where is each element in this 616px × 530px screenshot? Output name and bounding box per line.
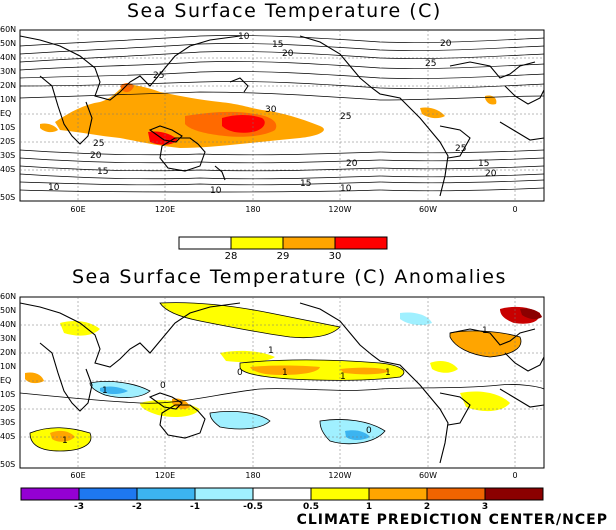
lat-label: 50N xyxy=(0,39,17,48)
anomaly-colorbar-label: -0.5 xyxy=(243,502,263,512)
anomaly-map: 1 1 1 1 0 1 0 1 0 1 xyxy=(19,296,545,469)
sst-contour-label: 20 xyxy=(485,169,497,179)
lat-label: 40S xyxy=(0,432,16,441)
lat-label: 40S xyxy=(0,165,16,174)
lon-label: 120E xyxy=(154,471,176,480)
lon-label: 120E xyxy=(154,205,176,214)
anomaly-colorbar-label: -3 xyxy=(74,502,84,512)
lat-label: 60N xyxy=(0,292,17,301)
anom-contour-label: 1 xyxy=(340,372,346,382)
lat-label: 30S xyxy=(0,418,16,427)
anomaly-colorbar-label: 1 xyxy=(365,502,373,512)
sst-contour-label: 25 xyxy=(153,71,164,81)
sst-map: 10 15 20 25 30 25 20 15 10 25 20 15 20 2… xyxy=(19,29,545,202)
sst-contour-label: 10 xyxy=(238,32,250,42)
sst-colorbar-label: 30 xyxy=(328,251,342,262)
lat-label: 10N xyxy=(0,95,17,104)
anom-contour-label: 1 xyxy=(268,346,274,356)
sst-contour-label: 15 xyxy=(300,179,311,189)
lat-label: 50S xyxy=(0,460,16,469)
lat-label: 30N xyxy=(0,334,17,343)
sst-contour-label: 20 xyxy=(346,159,358,169)
anom-contour-label: 1 xyxy=(102,386,108,396)
lat-label: 50N xyxy=(0,306,17,315)
lat-label: 50S xyxy=(0,193,16,202)
lat-label: EQ xyxy=(0,376,12,385)
lon-label: 60W xyxy=(418,471,438,480)
sst-colorbar xyxy=(178,236,388,250)
anomaly-colorbar-label: -2 xyxy=(132,502,142,512)
anom-contour-label: 1 xyxy=(482,326,488,336)
lon-label: 180 xyxy=(245,471,261,480)
lon-label: 60W xyxy=(418,205,438,214)
sst-contour-label: 15 xyxy=(478,159,489,169)
anomaly-title: Sea Surface Temperature (C) Anomalies xyxy=(72,266,507,288)
sst-contour-label: 10 xyxy=(210,186,222,196)
sst-contour-label: 25 xyxy=(455,144,466,154)
anom-contour-label: 0 xyxy=(237,368,243,378)
lat-label: 10S xyxy=(0,390,16,399)
anomaly-shading xyxy=(25,302,542,451)
anom-contour-label: 0 xyxy=(160,381,166,391)
anomaly-colorbar-label: -1 xyxy=(190,502,200,512)
anom-contour-label: 1 xyxy=(62,436,68,446)
sst-contour-label: 30 xyxy=(265,105,277,115)
lon-label: 180 xyxy=(245,205,261,214)
sst-contour-label: 20 xyxy=(90,151,102,161)
lon-label: 120W xyxy=(328,471,352,480)
lon-label: 0 xyxy=(512,205,518,214)
anom-contour-label: 0 xyxy=(366,426,372,436)
anomaly-colorbar-label: 2 xyxy=(423,502,431,512)
lon-label: 60E xyxy=(70,205,86,214)
anomaly-colorbar xyxy=(20,487,544,501)
lat-label: 10S xyxy=(0,123,16,132)
lat-label: 40N xyxy=(0,53,17,62)
anomaly-colorbar-label: 3 xyxy=(481,502,489,512)
sst-contour-label: 10 xyxy=(48,183,60,193)
lat-label: 10N xyxy=(0,362,17,371)
sst-colorbar-label: 29 xyxy=(276,251,290,262)
lon-label: 120W xyxy=(328,205,352,214)
anom-contour-label: 1 xyxy=(282,368,288,378)
sst-contour-label: 20 xyxy=(282,49,294,59)
lat-label: 60N xyxy=(0,25,17,34)
sst-contour-label: 25 xyxy=(93,139,104,149)
sst-contour-label: 15 xyxy=(272,40,283,50)
sst-contour-label: 10 xyxy=(340,184,352,194)
sst-contour-label: 15 xyxy=(97,167,108,177)
lat-label: 30N xyxy=(0,67,17,76)
sst-contour-label: 25 xyxy=(425,59,436,69)
lon-label: 60E xyxy=(70,471,86,480)
lat-label: 30S xyxy=(0,151,16,160)
lat-label: 20S xyxy=(0,404,16,413)
anom-contour-label: 1 xyxy=(385,368,391,378)
lat-label: EQ xyxy=(0,109,12,118)
anomaly-colorbar-label: 0.5 xyxy=(303,502,319,512)
lat-label: 20N xyxy=(0,81,17,90)
credit-text: CLIMATE PREDICTION CENTER/NCEP xyxy=(296,512,608,528)
lon-label: 0 xyxy=(512,471,518,480)
lat-label: 20S xyxy=(0,137,16,146)
sst-colorbar-label: 28 xyxy=(224,251,238,262)
sst-contour-label: 25 xyxy=(340,112,351,122)
sst-contour-label: 20 xyxy=(440,39,452,49)
sst-title: Sea Surface Temperature (C) xyxy=(127,0,442,22)
lat-label: 40N xyxy=(0,320,17,329)
lat-label: 20N xyxy=(0,348,17,357)
